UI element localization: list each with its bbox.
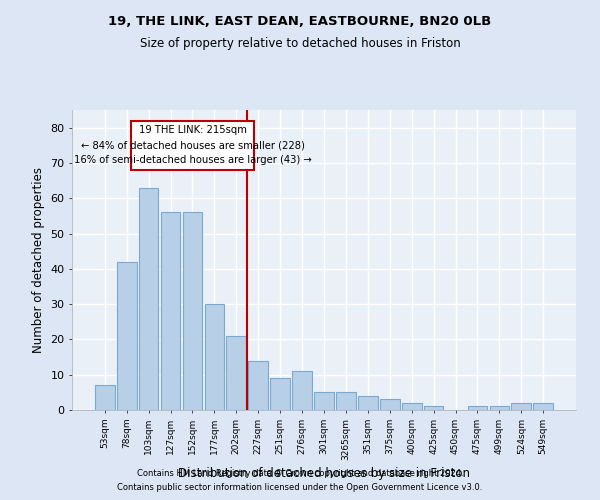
- X-axis label: Distribution of detached houses by size in Friston: Distribution of detached houses by size …: [178, 466, 470, 479]
- Bar: [117, 262, 137, 410]
- Y-axis label: Number of detached properties: Number of detached properties: [32, 167, 44, 353]
- Bar: [358, 396, 378, 410]
- Text: Contains HM Land Registry data © Crown copyright and database right 2024.: Contains HM Land Registry data © Crown c…: [137, 468, 463, 477]
- Text: Size of property relative to detached houses in Friston: Size of property relative to detached ho…: [140, 38, 460, 51]
- Bar: [161, 212, 181, 410]
- Bar: [95, 386, 115, 410]
- Bar: [467, 406, 487, 410]
- Bar: [336, 392, 356, 410]
- Bar: [424, 406, 443, 410]
- Bar: [490, 406, 509, 410]
- Bar: [402, 403, 422, 410]
- Bar: [248, 360, 268, 410]
- Text: 19 THE LINK: 215sqm
← 84% of detached houses are smaller (228)
16% of semi-detac: 19 THE LINK: 215sqm ← 84% of detached ho…: [74, 126, 311, 165]
- Bar: [205, 304, 224, 410]
- FancyBboxPatch shape: [131, 120, 254, 170]
- Text: Contains public sector information licensed under the Open Government Licence v3: Contains public sector information licen…: [118, 484, 482, 492]
- Bar: [380, 400, 400, 410]
- Bar: [511, 403, 531, 410]
- Bar: [270, 378, 290, 410]
- Text: 19, THE LINK, EAST DEAN, EASTBOURNE, BN20 0LB: 19, THE LINK, EAST DEAN, EASTBOURNE, BN2…: [109, 15, 491, 28]
- Bar: [533, 403, 553, 410]
- Bar: [139, 188, 158, 410]
- Bar: [292, 371, 312, 410]
- Bar: [182, 212, 202, 410]
- Bar: [226, 336, 246, 410]
- Bar: [314, 392, 334, 410]
